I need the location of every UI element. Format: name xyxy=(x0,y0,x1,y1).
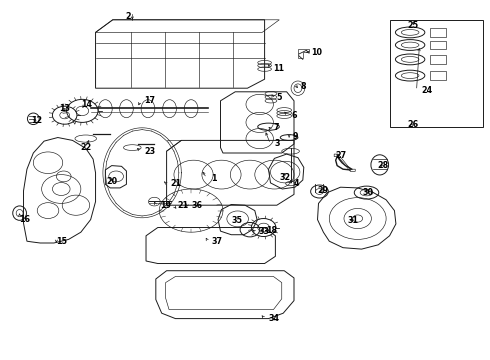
Text: 8: 8 xyxy=(300,82,306,91)
Text: 16: 16 xyxy=(20,215,30,224)
Text: 19: 19 xyxy=(160,201,171,210)
Text: 11: 11 xyxy=(273,64,284,73)
Text: 35: 35 xyxy=(232,216,243,225)
Text: 17: 17 xyxy=(145,96,155,105)
Text: 2: 2 xyxy=(125,12,130,21)
Text: 32: 32 xyxy=(279,173,291,181)
Text: 26: 26 xyxy=(408,120,419,129)
Text: 30: 30 xyxy=(363,188,373,197)
Text: 37: 37 xyxy=(212,237,222,246)
Text: 12: 12 xyxy=(31,116,42,125)
Text: 29: 29 xyxy=(317,186,328,195)
Text: 4: 4 xyxy=(294,179,299,188)
Text: 31: 31 xyxy=(348,216,359,225)
Text: 21: 21 xyxy=(177,201,189,210)
Text: 20: 20 xyxy=(107,177,118,186)
Text: 9: 9 xyxy=(293,132,298,141)
Text: 7: 7 xyxy=(273,123,279,132)
Text: 28: 28 xyxy=(377,161,389,170)
Text: 5: 5 xyxy=(277,93,282,102)
Text: 34: 34 xyxy=(269,314,279,323)
Text: 1: 1 xyxy=(211,174,216,183)
Text: 6: 6 xyxy=(292,111,297,120)
Text: 23: 23 xyxy=(145,147,156,156)
Text: 14: 14 xyxy=(81,100,92,109)
Text: 33: 33 xyxy=(258,227,269,236)
Text: 36: 36 xyxy=(191,201,202,210)
Text: 21: 21 xyxy=(171,179,182,188)
Text: 10: 10 xyxy=(311,48,322,57)
Text: 27: 27 xyxy=(336,151,347,160)
Bar xyxy=(390,20,483,127)
Text: 24: 24 xyxy=(421,86,433,95)
Text: 18: 18 xyxy=(266,226,277,235)
Text: 22: 22 xyxy=(81,143,92,152)
Text: 13: 13 xyxy=(59,104,70,112)
Text: 3: 3 xyxy=(274,139,280,148)
Text: 25: 25 xyxy=(408,21,419,30)
Text: 15: 15 xyxy=(56,237,67,246)
